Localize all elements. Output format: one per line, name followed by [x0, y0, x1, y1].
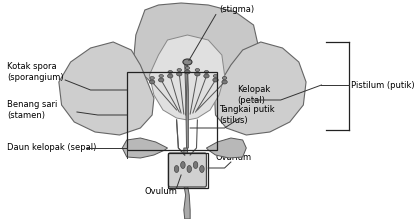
Text: Kotak spora
(sporangium): Kotak spora (sporangium) — [7, 62, 64, 82]
Ellipse shape — [204, 74, 209, 78]
Ellipse shape — [174, 166, 179, 173]
FancyBboxPatch shape — [168, 153, 207, 187]
Polygon shape — [59, 42, 154, 135]
Text: Pistilum (putik): Pistilum (putik) — [351, 81, 415, 90]
Ellipse shape — [158, 78, 164, 82]
Text: Kelopak
(petal): Kelopak (petal) — [237, 85, 271, 105]
Bar — [127, 72, 217, 150]
Ellipse shape — [222, 80, 227, 84]
Ellipse shape — [168, 74, 173, 78]
Ellipse shape — [195, 72, 200, 76]
Text: Tangkai putik
(stilus): Tangkai putik (stilus) — [219, 105, 275, 125]
Ellipse shape — [183, 59, 192, 65]
Text: (stigma): (stigma) — [219, 5, 254, 14]
Polygon shape — [215, 42, 306, 135]
Ellipse shape — [168, 71, 173, 74]
Ellipse shape — [150, 80, 155, 84]
Polygon shape — [184, 148, 189, 185]
Ellipse shape — [177, 69, 181, 71]
Ellipse shape — [187, 166, 191, 173]
Text: Benang sari
(stamen): Benang sari (stamen) — [7, 100, 58, 120]
Polygon shape — [207, 138, 246, 158]
Text: Ovulum: Ovulum — [145, 187, 178, 196]
Polygon shape — [184, 185, 190, 219]
Ellipse shape — [150, 76, 154, 79]
Polygon shape — [185, 65, 189, 148]
Ellipse shape — [181, 161, 185, 168]
Polygon shape — [134, 3, 258, 92]
Ellipse shape — [213, 78, 218, 82]
Text: Daun kelopak (sepal): Daun kelopak (sepal) — [7, 143, 97, 152]
Ellipse shape — [185, 70, 190, 74]
Ellipse shape — [159, 74, 163, 78]
Ellipse shape — [204, 71, 209, 74]
Polygon shape — [150, 35, 225, 120]
Ellipse shape — [185, 67, 190, 69]
Ellipse shape — [193, 161, 198, 168]
Ellipse shape — [213, 74, 218, 78]
Bar — [168, 153, 208, 188]
Ellipse shape — [195, 69, 200, 71]
Text: Ovarium: Ovarium — [215, 154, 252, 162]
Polygon shape — [122, 138, 168, 158]
Ellipse shape — [176, 72, 182, 76]
Ellipse shape — [222, 76, 227, 79]
Ellipse shape — [200, 166, 204, 173]
